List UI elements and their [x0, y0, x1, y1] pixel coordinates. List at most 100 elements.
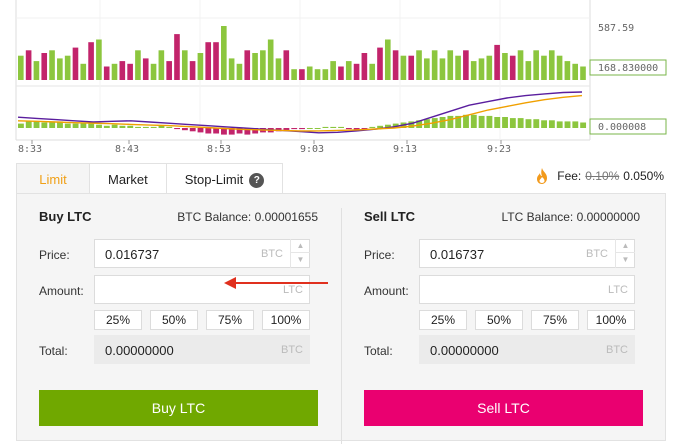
increment-icon[interactable]: ▲	[291, 239, 310, 253]
decrement-icon[interactable]: ▼	[296, 255, 305, 264]
buy-50-button[interactable]: 50%	[150, 310, 198, 330]
macd-bar	[299, 128, 305, 130]
sell-amount-label: Amount:	[364, 284, 409, 298]
volume-bar	[213, 42, 219, 80]
buy-amount-input[interactable]: LTC	[94, 275, 310, 304]
macd-bar	[127, 125, 134, 128]
volume-bar	[517, 50, 524, 80]
volume-bar	[181, 50, 188, 80]
macd-bar	[205, 128, 212, 134]
sell-total-value: 0.00000000	[430, 343, 499, 358]
tab-market[interactable]: Market	[90, 163, 167, 194]
flame-icon	[537, 168, 548, 184]
macd-bar	[166, 126, 173, 128]
macd-bar	[103, 125, 110, 128]
sell-ltc-button[interactable]: Sell LTC	[364, 390, 643, 426]
macd-bar	[189, 128, 196, 132]
right-axis: 587.59 168.830000 0.000008	[589, 23, 667, 135]
volume-bar	[416, 50, 422, 80]
buy-total-field: 0.00000000 BTC	[94, 335, 310, 364]
macd-bar	[221, 128, 227, 135]
macd-bar	[228, 128, 235, 135]
buy-price-label: Price:	[39, 248, 70, 262]
macd-bar	[322, 126, 329, 128]
volume-bar	[244, 50, 251, 80]
macd-bar	[556, 121, 563, 128]
buy-75-button[interactable]: 75%	[206, 310, 254, 330]
sell-price-input[interactable]: 0.016737 BTC	[419, 239, 635, 268]
volume-bar	[25, 50, 32, 80]
volume-bar	[525, 61, 532, 80]
macd-bar	[369, 126, 376, 128]
buy-ltc-button[interactable]: Buy LTC	[39, 390, 318, 426]
annotation-arrow-icon	[224, 277, 328, 289]
help-icon[interactable]: ?	[249, 173, 265, 189]
macd-bar	[33, 121, 40, 128]
volume-bar	[142, 58, 149, 80]
buy-price-input[interactable]: 0.016737 BTC	[94, 239, 310, 268]
volume-bar	[57, 58, 63, 80]
tab-stop-limit-label: Stop-Limit	[184, 172, 244, 187]
tab-stop-limit[interactable]: Stop-Limit?	[166, 163, 284, 194]
volume-bar	[392, 50, 399, 80]
sell-50-button[interactable]: 50%	[475, 310, 523, 330]
volume-bars	[18, 26, 586, 80]
macd-bar	[384, 124, 391, 128]
volume-bar	[72, 47, 79, 80]
volume-bar	[400, 55, 407, 80]
macd-bar	[291, 128, 298, 130]
volume-bar	[439, 58, 446, 80]
volume-bar	[377, 47, 383, 80]
sell-total-label: Total:	[364, 344, 393, 358]
volume-bar	[486, 55, 493, 80]
macd-bar	[314, 128, 321, 129]
sell-25-button[interactable]: 25%	[419, 310, 467, 330]
increment-icon[interactable]: ▲	[616, 239, 635, 253]
sell-75-button[interactable]: 75%	[531, 310, 579, 330]
sell-price-stepper[interactable]: ▲ ▼	[615, 239, 635, 268]
volume-bar	[135, 50, 141, 80]
volume-bar	[369, 63, 375, 80]
volume-bar	[455, 55, 461, 80]
decrement-icon[interactable]: ▼	[621, 255, 630, 264]
sell-100-button[interactable]: 100%	[587, 310, 635, 330]
buy-price-stepper[interactable]: ▲ ▼	[290, 239, 310, 268]
volume-bar	[556, 55, 563, 80]
sell-amount-input[interactable]: LTC	[419, 275, 635, 304]
volume-bar	[88, 42, 94, 80]
volume-bar	[41, 53, 48, 80]
macd-bar	[548, 120, 555, 128]
macd-bar	[150, 126, 157, 128]
volume-bar	[478, 58, 485, 80]
order-type-tabs: Limit Market Stop-Limit?	[16, 163, 284, 194]
buy-percent-buttons: 25% 50% 75% 100%	[94, 310, 310, 330]
btc-balance: BTC Balance: 0.00001655	[177, 210, 318, 224]
volume-bar	[533, 50, 539, 80]
macd-bar	[470, 114, 477, 128]
volume-bar	[502, 53, 508, 80]
fee-info: Fee: 0.10% 0.050%	[535, 166, 664, 186]
tab-limit[interactable]: Limit	[16, 163, 90, 194]
volume-bar	[548, 50, 555, 80]
macd-bar	[64, 123, 71, 128]
sell-total-field: 0.00000000 BTC	[419, 335, 635, 364]
volume-bar	[541, 55, 547, 80]
volume-bar	[49, 50, 55, 80]
volume-bar	[275, 58, 282, 80]
buy-amount-label: Amount:	[39, 284, 84, 298]
macd-bar	[181, 128, 188, 131]
time-tick-label: 8:53	[207, 144, 231, 155]
buy-100-button[interactable]: 100%	[262, 310, 310, 330]
buy-form: Buy LTC BTC Balance: 0.00001655 Price: 0…	[37, 194, 337, 440]
volume-bar	[306, 66, 313, 80]
volume-bar	[64, 55, 71, 80]
volume-bar	[431, 50, 438, 80]
fee-new-rate: 0.050%	[623, 169, 664, 183]
sell-price-value: 0.016737	[430, 247, 485, 262]
macd-bar	[455, 115, 462, 128]
volume-bar	[158, 50, 165, 80]
macd-bar	[57, 121, 63, 128]
ema-slow-line	[17, 94, 583, 132]
buy-25-button[interactable]: 25%	[94, 310, 142, 330]
